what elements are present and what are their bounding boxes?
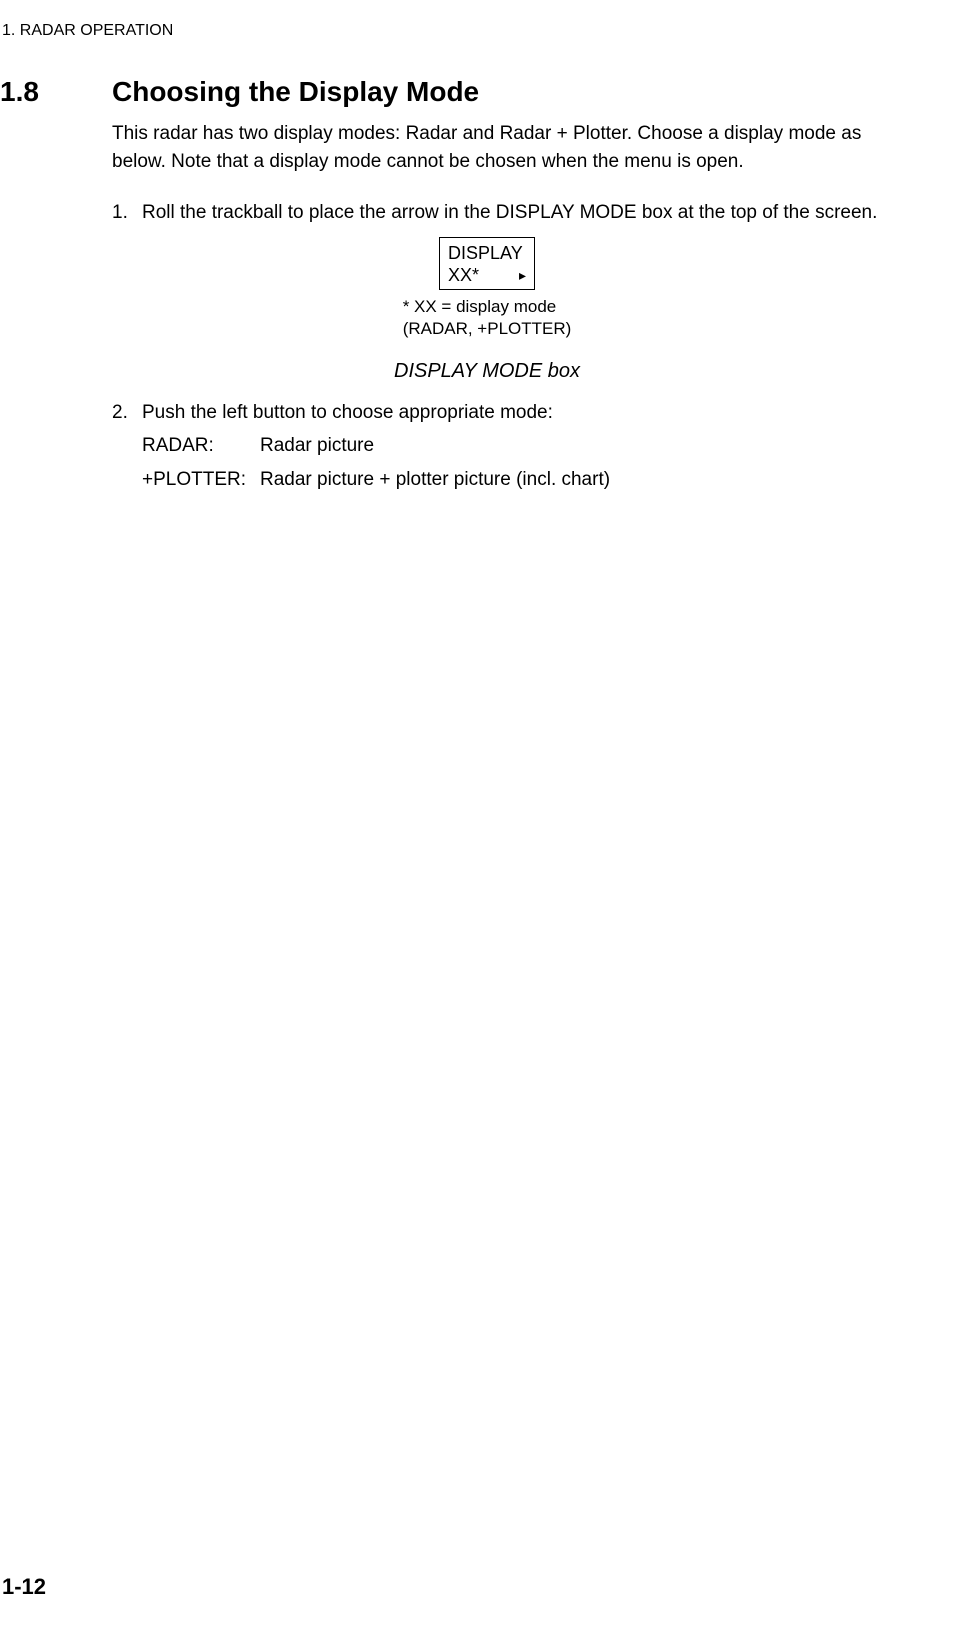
list-item: 2. Push the left button to choose approp… [112,399,902,494]
step-list-2: 2. Push the left button to choose approp… [112,399,902,494]
step-marker: 1. [112,199,142,227]
display-mode-box: DISPLAY XX* ▸ [439,237,535,290]
arrow-right-icon: ▸ [519,268,526,282]
definition-term: RADAR: [142,432,260,460]
display-box-line2: XX* [448,264,479,287]
definition-row: +PLOTTER: Radar picture + plotter pictur… [142,466,902,494]
definition-desc: Radar picture [260,432,902,460]
display-box-line1: DISPLAY [448,242,526,265]
display-box-line2-row: XX* ▸ [448,264,526,287]
page-number: 1-12 [2,1574,46,1600]
definition-desc: Radar picture + plotter picture (incl. c… [260,466,902,494]
step-marker: 2. [112,399,142,494]
section-number: 1.8 [0,76,112,108]
step-list: 1. Roll the trackball to place the arrow… [112,199,902,227]
intro-paragraph: This radar has two display modes: Radar … [112,120,902,175]
figure-display-box: DISPLAY XX* ▸ [112,237,862,290]
step-text: Roll the trackball to place the arrow in… [142,199,902,227]
note-line1: * XX = display mode [403,296,572,318]
definition-term: +PLOTTER: [142,466,260,494]
section-title: Choosing the Display Mode [112,76,479,108]
section-heading: 1.8 Choosing the Display Mode [0,76,902,108]
figure-caption: DISPLAY MODE box [112,360,862,383]
note-line2: (RADAR, +PLOTTER) [403,318,572,340]
display-box-note: * XX = display mode (RADAR, +PLOTTER) [112,296,862,340]
step-text: Push the left button to choose appropria… [142,399,902,427]
list-item: 1. Roll the trackball to place the arrow… [112,199,902,227]
definition-row: RADAR: Radar picture [142,432,902,460]
step-body: Push the left button to choose appropria… [142,399,902,494]
chapter-header: 1. RADAR OPERATION [2,22,902,40]
